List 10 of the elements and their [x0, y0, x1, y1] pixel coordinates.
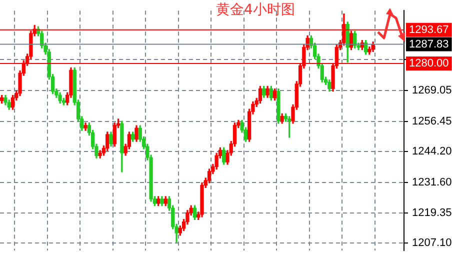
ref-line-label: 1280.00: [409, 58, 449, 70]
y-tick-label: 1256.45: [412, 116, 452, 128]
y-tick-label: 1219.35: [412, 206, 452, 219]
y-tick-label: 1207.10: [412, 237, 452, 250]
ref-line-label: 1287.83: [409, 38, 449, 50]
y-tick-label: 1269.05: [412, 84, 452, 97]
y-tick-label: 1231.60: [412, 176, 452, 189]
y-tick-label: 1244.20: [412, 146, 452, 158]
chart-title: 黄金4小时图: [216, 1, 295, 19]
ref-line-label: 1293.67: [409, 24, 449, 36]
